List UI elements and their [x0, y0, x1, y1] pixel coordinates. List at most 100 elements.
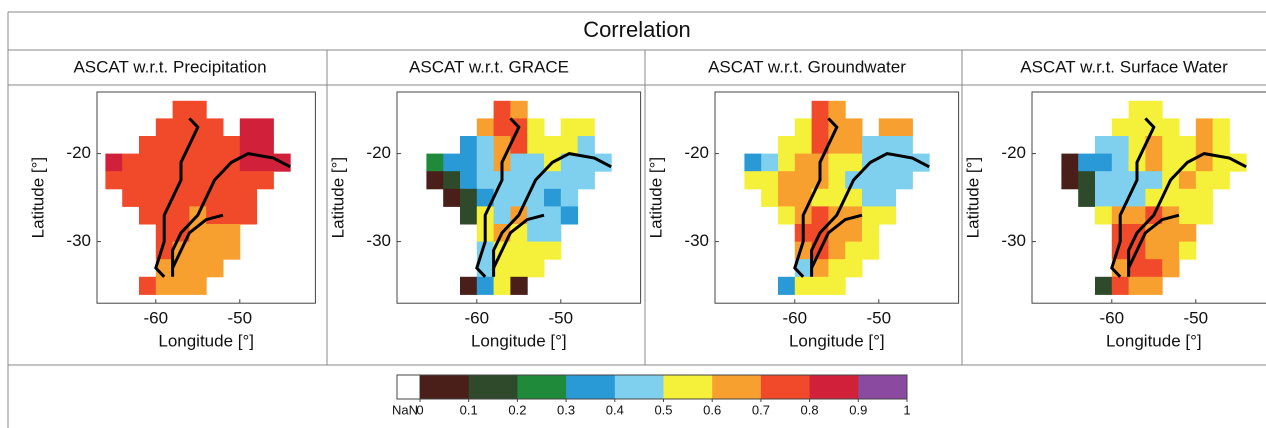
map-cell [1095, 171, 1113, 190]
map-cell [493, 206, 511, 225]
map-cell [560, 188, 579, 207]
map-cell [139, 136, 157, 155]
map-cell [155, 118, 174, 137]
map-cell [811, 276, 829, 295]
map-cell [239, 171, 258, 190]
map-cell [223, 188, 241, 207]
map-cell [189, 100, 207, 119]
map-cell [878, 206, 897, 225]
colorbar-cell [760, 375, 811, 399]
map-cell [206, 224, 224, 243]
y-tick-label: -20 [684, 143, 709, 162]
map-cell [862, 206, 880, 225]
map-cell [1212, 118, 1230, 137]
river [492, 213, 545, 269]
y-tick-label: -20 [1001, 143, 1026, 162]
map-cell [778, 171, 796, 190]
map-area [426, 100, 612, 295]
map-cell [1145, 276, 1163, 295]
colorbar-tick-label: 1 [903, 402, 910, 417]
map-cell [761, 188, 779, 207]
colorbar-cell [858, 375, 908, 399]
map-cell [256, 171, 274, 190]
river [171, 152, 291, 277]
map-cell [155, 153, 174, 172]
map-cell [1179, 136, 1197, 155]
map-cell [223, 224, 241, 243]
map-cell [172, 188, 190, 207]
map-cell [527, 259, 545, 278]
map-cell [1195, 206, 1214, 225]
map-cell [476, 276, 495, 295]
map-cell [560, 136, 579, 155]
map-cell [544, 136, 562, 155]
map-cell [794, 118, 813, 137]
map-cell [239, 206, 258, 225]
panel-title: ASCAT w.r.t. Surface Water [1020, 57, 1228, 76]
colorbar-nan-label: NaN [392, 402, 418, 417]
map-cell [122, 188, 140, 207]
colorbar-nan [396, 374, 421, 400]
map-cell [1195, 188, 1214, 207]
y-tick-label: -30 [66, 231, 91, 250]
map-cell [828, 153, 846, 172]
map-cell [206, 153, 224, 172]
colorbar-tick-label: 0.1 [460, 402, 478, 417]
map-cell [510, 100, 528, 119]
map-cell [895, 171, 913, 190]
map-cell [1179, 206, 1197, 225]
map-cell [239, 136, 258, 155]
map-cell [778, 188, 796, 207]
plot-frame [714, 91, 960, 304]
map-cell [527, 136, 545, 155]
map-area [744, 100, 930, 295]
map-cell [1078, 188, 1096, 207]
map-cell [828, 259, 846, 278]
y-axis-label: Latitude [°] [963, 157, 982, 238]
map-cell [460, 188, 478, 207]
map-cell [1179, 241, 1197, 260]
river [475, 117, 521, 278]
map-cell [1128, 259, 1146, 278]
map-cell [828, 276, 846, 295]
colorbar-cell [517, 375, 567, 399]
map-cell [878, 136, 897, 155]
map-cell [1061, 153, 1079, 172]
map-cell [560, 206, 579, 225]
map-cell [239, 153, 258, 172]
map-cell [256, 118, 274, 137]
x-tick-label: -60 [144, 309, 169, 328]
map-cell [544, 188, 562, 207]
map-cell [426, 153, 444, 172]
map-cell [862, 171, 880, 190]
map-cell [778, 206, 796, 225]
map-cell [139, 171, 157, 190]
map-cell [1128, 276, 1146, 295]
map-cell [460, 136, 478, 155]
map-cell [189, 171, 207, 190]
map-cell [105, 153, 123, 172]
map-cell [1162, 259, 1180, 278]
map-cell [1145, 241, 1163, 260]
map-cell [476, 136, 495, 155]
y-axis-label: Latitude [°] [28, 157, 47, 238]
map-cell [1095, 206, 1113, 225]
river [1127, 213, 1180, 269]
map-cell [1162, 153, 1180, 172]
map-cell [206, 241, 224, 260]
map-cell [223, 171, 241, 190]
map-cell [510, 136, 528, 155]
map-cell [878, 153, 897, 172]
map-cell [895, 136, 913, 155]
map-cell [510, 153, 528, 172]
map-cell [139, 276, 157, 295]
map-cell [1195, 118, 1214, 137]
map-cell [794, 136, 813, 155]
map-cell [1162, 188, 1180, 207]
map-cell [794, 153, 813, 172]
map-cell [122, 171, 140, 190]
map-cell [878, 188, 897, 207]
y-tick-label: -20 [366, 143, 391, 162]
y-tick-label: -30 [366, 231, 391, 250]
x-tick-label: -60 [1100, 309, 1125, 328]
